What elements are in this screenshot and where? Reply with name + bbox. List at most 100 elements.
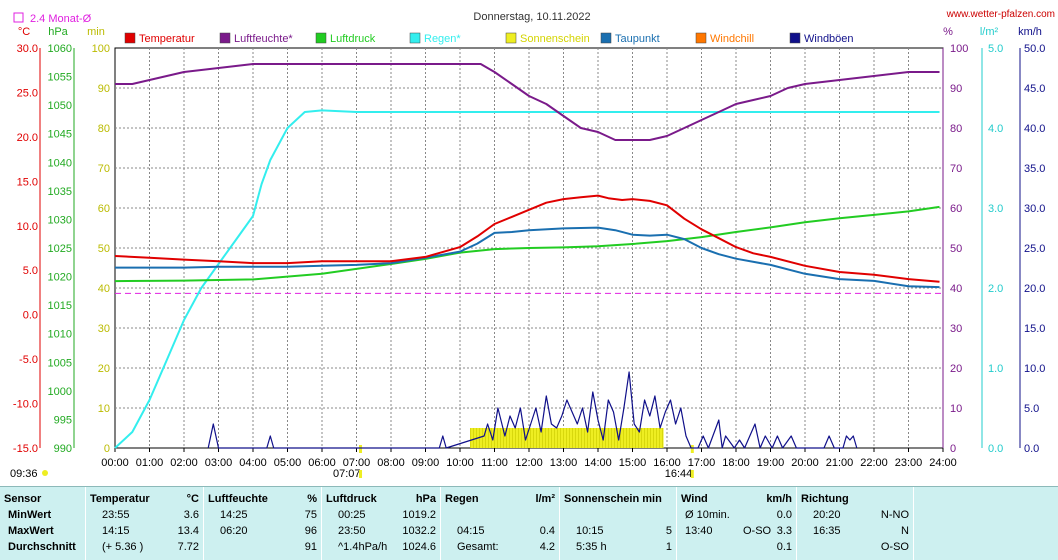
axis-tick-kmh: 20.0 bbox=[1024, 283, 1045, 295]
axis-unit-celsius: °C bbox=[18, 26, 30, 38]
axis-tick-lm2: 5.0 bbox=[988, 43, 1003, 55]
axis-tick-min: 60 bbox=[98, 203, 110, 215]
stats-row: Ø 10 min. 0.0 bbox=[681, 509, 792, 525]
stats-cell-a: MinWert bbox=[8, 509, 52, 521]
axis-tick-celsius: 5.0 bbox=[23, 265, 38, 277]
chart-title: Donnerstag, 10.11.2022 bbox=[473, 11, 590, 23]
axis-tick-celsius: -15.0 bbox=[13, 443, 38, 455]
stats-cell-c: 5 bbox=[665, 525, 672, 537]
axis-tick-min: 30 bbox=[98, 323, 110, 335]
stats-cell-c: 13.4 bbox=[177, 525, 199, 537]
axis-tick-hpa: 1040 bbox=[48, 157, 72, 169]
axis-tick-time: 20:00 bbox=[791, 457, 819, 469]
stats-cell-a: 14:15 bbox=[102, 525, 130, 537]
axis-tick-kmh: 5.0 bbox=[1024, 403, 1039, 415]
axis-unit-hpa: hPa bbox=[48, 26, 68, 38]
axis-tick-hpa: 1035 bbox=[48, 186, 72, 198]
axis-tick-time: 23:00 bbox=[895, 457, 923, 469]
axis-tick-celsius: 10.0 bbox=[17, 221, 38, 233]
axis-tick-min: 70 bbox=[98, 163, 110, 175]
stats-unit: °C bbox=[186, 493, 199, 505]
axis-tick-time: 15:00 bbox=[619, 457, 647, 469]
axis-tick-time: 10:00 bbox=[446, 457, 474, 469]
stats-header: Luftdruck bbox=[326, 493, 377, 505]
axis-tick-time: 02:00 bbox=[170, 457, 198, 469]
axis-tick-celsius: 20.0 bbox=[17, 132, 38, 144]
stats-row: O-SO bbox=[801, 541, 909, 557]
stats-cell-c: 7.72 bbox=[177, 541, 199, 553]
stats-cell-a: Ø 10 bbox=[685, 509, 709, 521]
axis-tick-time: 00:00 bbox=[101, 457, 129, 469]
monat-avg-legend: 2.4 Monat-Ø bbox=[13, 12, 92, 25]
legend-item-label: Sonnenschein bbox=[520, 33, 590, 45]
legend-item-label: Taupunkt bbox=[615, 33, 660, 45]
axis-tick-min: 90 bbox=[98, 83, 110, 95]
axis-tick-time: 19:00 bbox=[757, 457, 785, 469]
legend-swatch bbox=[789, 32, 801, 44]
axis-tick-time: 17:00 bbox=[688, 457, 716, 469]
stats-row: 5:35 h 1 bbox=[564, 541, 672, 557]
stats-header-row: Richtung bbox=[801, 493, 909, 509]
axis-tick-lm2: 3.0 bbox=[988, 203, 1003, 215]
stats-cell-c: 0.1 bbox=[776, 541, 792, 553]
series-line-windben bbox=[207, 371, 858, 449]
stats-column: Regen l/m² 04:15 0.4 Gesamt: 4.2 bbox=[441, 487, 560, 560]
axis-tick-percent: 60 bbox=[950, 203, 962, 215]
stats-header-row: Luftdruck hPa bbox=[326, 493, 436, 509]
legend-item-label: Temperatur bbox=[139, 33, 195, 45]
axis-tick-kmh: 35.0 bbox=[1024, 163, 1045, 175]
legend-swatch bbox=[409, 32, 421, 44]
stats-cell-c: 4.2 bbox=[539, 541, 555, 553]
axis-tick-percent: 10 bbox=[950, 403, 962, 415]
stats-row: MaxWert bbox=[4, 525, 81, 541]
stats-cell-a: 04:15 bbox=[457, 525, 485, 537]
stats-header: Wind bbox=[681, 493, 708, 505]
website-label[interactable]: www.wetter-pfalzen.com bbox=[946, 9, 1055, 20]
legend-swatch bbox=[505, 32, 517, 44]
axis-tick-hpa: 1000 bbox=[48, 386, 72, 398]
axis-tick-lm2: 1.0 bbox=[988, 363, 1003, 375]
axis-tick-min: 80 bbox=[98, 123, 110, 135]
stats-row: 06:20 96 bbox=[208, 525, 317, 541]
axis-tick-hpa: 1045 bbox=[48, 129, 72, 141]
axis-tick-celsius: 15.0 bbox=[17, 176, 38, 188]
stats-cell-c: 75 bbox=[304, 509, 317, 521]
stats-header: Richtung bbox=[801, 493, 849, 505]
stats-cell-a: 16:35 bbox=[813, 525, 841, 537]
stats-cell-b: O-SO bbox=[743, 525, 772, 537]
axis-tick-percent: 70 bbox=[950, 163, 962, 175]
axis-tick-time: 11:00 bbox=[481, 457, 508, 469]
stats-row: 23:55 3.6 bbox=[90, 509, 199, 525]
stats-table: Sensor MinWert MaxWert Durchschnitt Temperat… bbox=[0, 486, 1058, 560]
stats-header-row: Sonnenschein min bbox=[564, 493, 672, 509]
stats-unit: hPa bbox=[415, 493, 436, 505]
stats-cell-a: Durchschnitt bbox=[8, 541, 76, 553]
axis-tick-percent: 0 bbox=[950, 443, 956, 455]
axis-tick-hpa: 1010 bbox=[48, 329, 72, 341]
stats-row: ^1.4hPa/h 1024.6 bbox=[326, 541, 436, 557]
axis-tick-kmh: 30.0 bbox=[1024, 203, 1045, 215]
stats-cell-a: 23:50 bbox=[338, 525, 366, 537]
axis-tick-time: 05:00 bbox=[274, 457, 302, 469]
axis-tick-hpa: 1025 bbox=[48, 243, 72, 255]
chart-axes: °C hPa min% l/m² km/h 30.0 25.0 20.0 15.0 10.0 5.0… bbox=[13, 26, 1046, 480]
stats-column: Temperatur °C 23:55 3.6 14:15 13.4 (+ 5.36 ) 7.… bbox=[86, 487, 204, 560]
stats-header: Regen bbox=[445, 493, 479, 505]
stats-row: Durchschnitt bbox=[4, 541, 81, 557]
axis-tick-min: 10 bbox=[98, 403, 110, 415]
axis-tick-hpa: 1055 bbox=[48, 72, 72, 84]
stats-header-row: Sensor bbox=[4, 493, 81, 509]
axis-tick-hpa: 990 bbox=[54, 443, 72, 455]
axis-tick-kmh: 25.0 bbox=[1024, 243, 1045, 255]
legend-item-label: Luftdruck bbox=[330, 33, 376, 45]
time-marker bbox=[359, 445, 363, 453]
axis-tick-hpa: 1005 bbox=[48, 357, 72, 369]
stats-row: 10:15 5 bbox=[564, 525, 672, 541]
stats-cell-c: 0.0 bbox=[776, 509, 792, 521]
axis-tick-celsius: -10.0 bbox=[13, 399, 38, 411]
stats-header: Temperatur bbox=[90, 493, 150, 505]
axis-tick-time: 09:00 bbox=[412, 457, 440, 469]
stats-row bbox=[445, 509, 555, 525]
axis-tick-celsius: 30.0 bbox=[17, 43, 38, 55]
stats-row: (+ 5.36 ) 7.72 bbox=[90, 541, 199, 557]
